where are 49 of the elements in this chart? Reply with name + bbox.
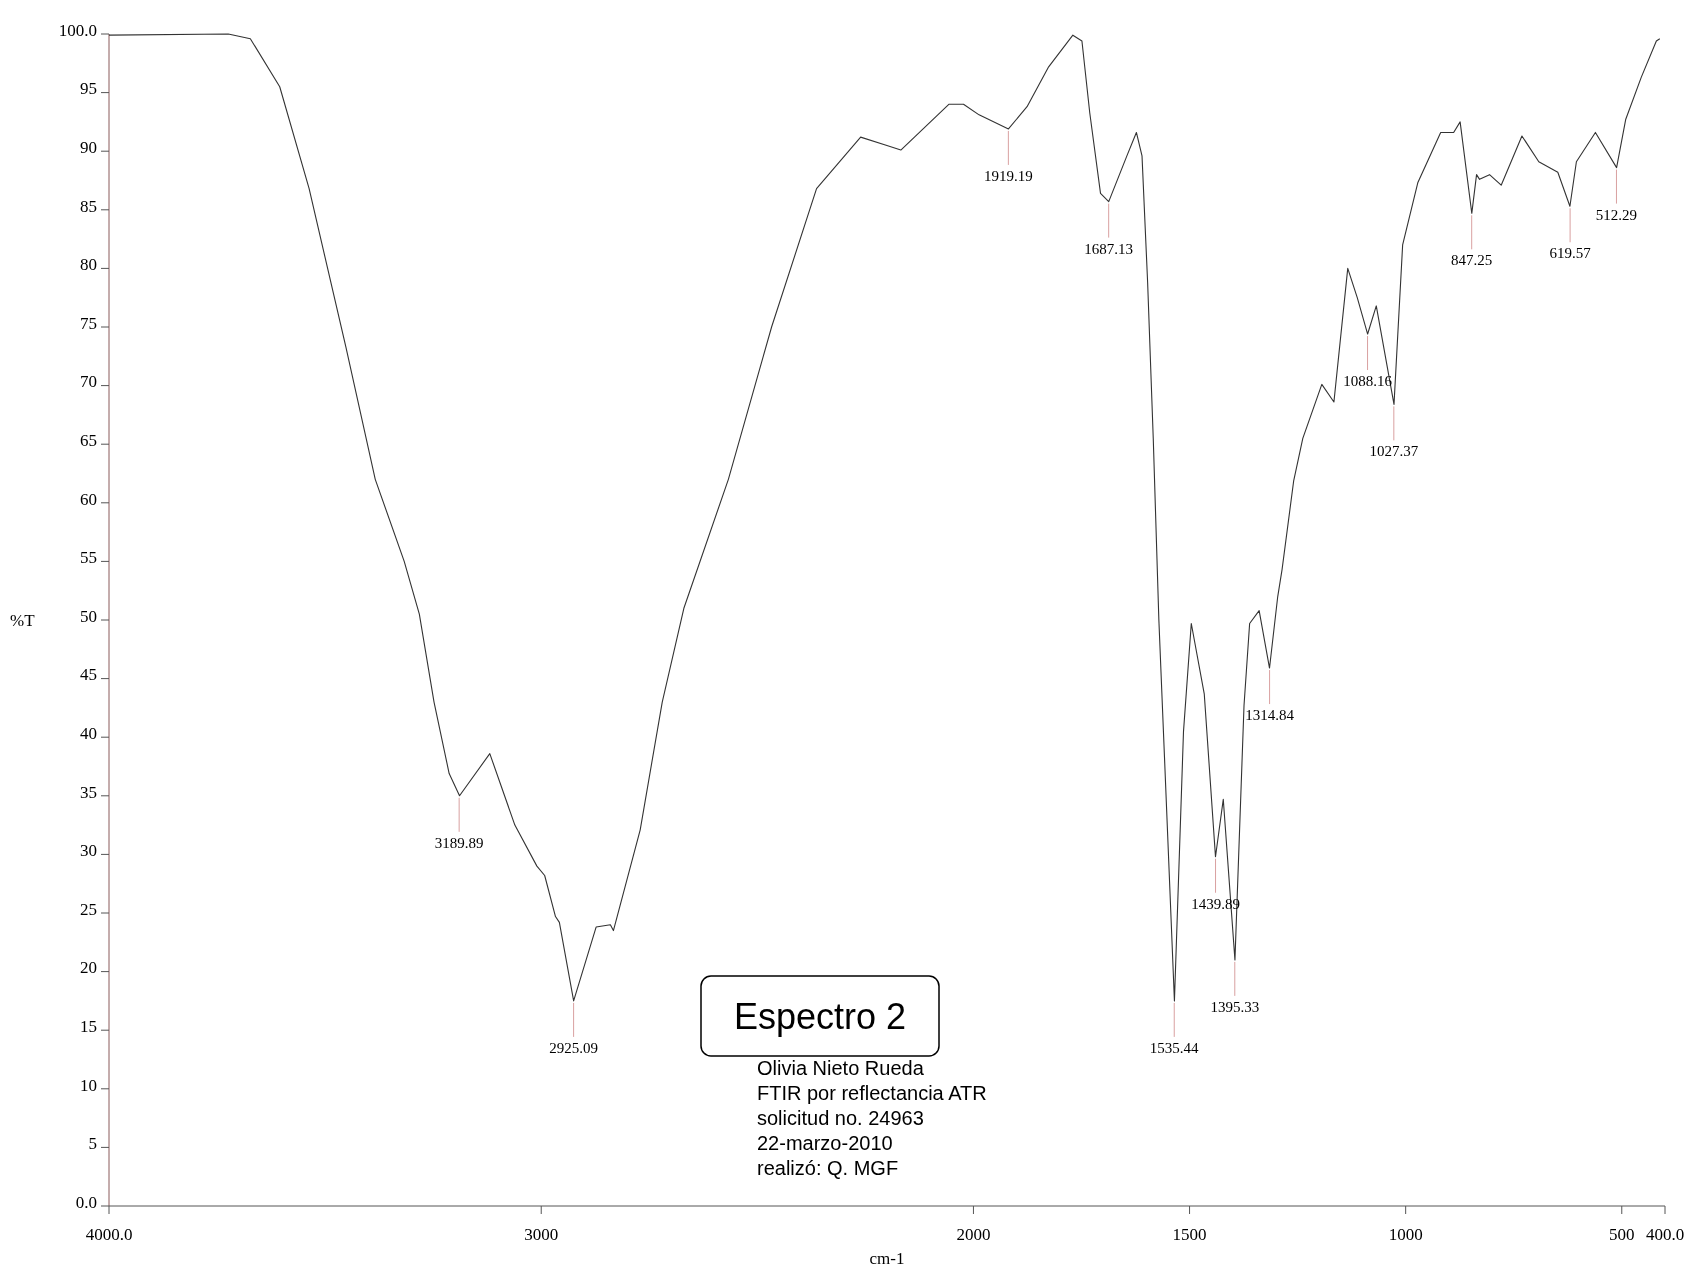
annotation: 1088.16 — [1343, 373, 1393, 390]
annotation: 1919.19 — [984, 167, 1033, 184]
annotation: realizó: Q. MGF — [757, 1157, 899, 1179]
y-tick-label: 90 — [80, 137, 97, 157]
y-tick-label: 55 — [80, 548, 97, 568]
annotation: 619.57 — [1549, 245, 1592, 262]
y-axis-title: %T — [10, 610, 36, 630]
y-tick-label: 65 — [80, 430, 97, 450]
annotation: 22-marzo-2010 — [757, 1132, 893, 1154]
annotation: 1439.89 — [1191, 895, 1240, 912]
annotation: 3189.89 — [434, 834, 484, 851]
annotation: Olivia Nieto Rueda — [757, 1057, 925, 1079]
annotation: 1027.37 — [1369, 443, 1419, 460]
y-tick-label: 15 — [80, 1016, 97, 1036]
y-tick-label: 25 — [80, 899, 97, 919]
y-tick-label: 80 — [80, 255, 97, 275]
y-tick-label: 5 — [88, 1134, 97, 1154]
x-tick-label: 1500 — [1172, 1225, 1207, 1244]
annotation: 847.25 — [1451, 252, 1493, 269]
annotation: solicitud no. 24963 — [757, 1107, 924, 1129]
annotation: 2925.09 — [549, 1039, 598, 1056]
annotation: 1687.13 — [1084, 240, 1134, 257]
annotation: 512.29 — [1595, 206, 1638, 223]
y-tick-label: 95 — [80, 79, 97, 99]
y-tick-label: 20 — [80, 958, 97, 978]
x-tick-label: 400.0 — [1645, 1225, 1685, 1244]
y-tick-label: 10 — [80, 1075, 97, 1095]
annotation: 1535.44 — [1149, 1039, 1200, 1056]
x-axis-title: cm-1 — [869, 1249, 905, 1268]
y-tick-label: 75 — [80, 313, 97, 333]
y-tick-label: 35 — [80, 782, 97, 802]
y-tick-label: 45 — [80, 665, 97, 685]
y-tick-label: 0.0 — [75, 1192, 97, 1212]
y-tick-label: 85 — [80, 196, 97, 216]
y-tick-label: 70 — [80, 372, 97, 392]
annotation: 1314.84 — [1245, 707, 1295, 724]
y-tick-label: 50 — [80, 606, 97, 626]
annotation: Espectro 2 — [733, 996, 907, 1037]
x-tick-label: 1000 — [1388, 1225, 1423, 1244]
y-tick-label: 100.0 — [58, 20, 97, 40]
y-tick-label: 40 — [80, 723, 97, 743]
x-tick-label: 2000 — [956, 1225, 991, 1244]
x-tick-label: 4000.0 — [85, 1225, 133, 1244]
y-tick-label: 30 — [80, 841, 97, 861]
y-tick-label: 60 — [80, 489, 97, 509]
x-tick-label: 3000 — [524, 1225, 559, 1244]
x-tick-label: 500 — [1609, 1225, 1635, 1244]
annotation: 1395.33 — [1210, 998, 1260, 1015]
annotation: FTIR por reflectancia ATR — [757, 1082, 987, 1104]
